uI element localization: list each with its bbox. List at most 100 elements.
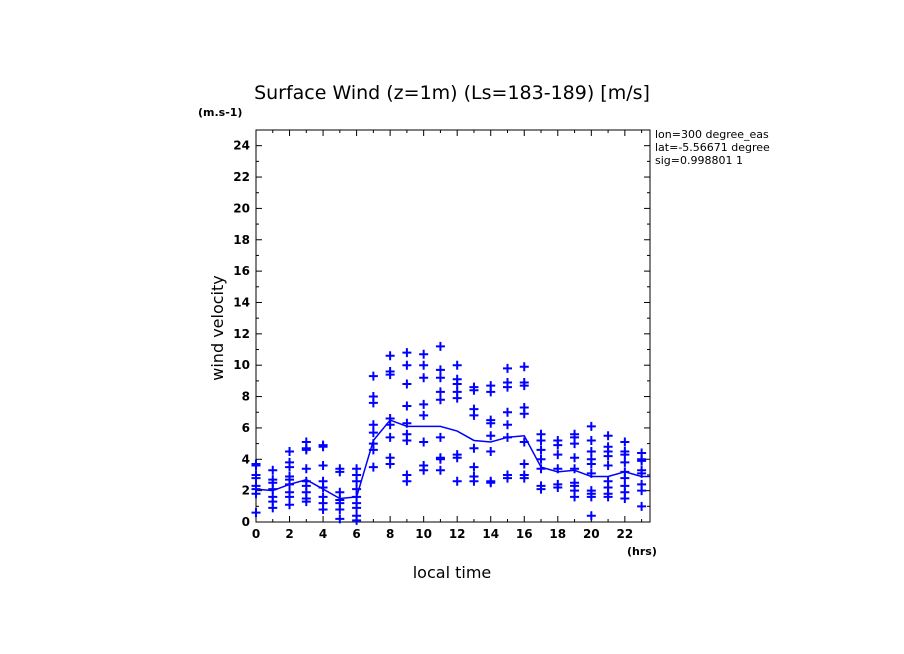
data-point [486, 418, 496, 428]
data-point [586, 492, 596, 502]
x-tick-label: 22 [616, 527, 633, 541]
data-point [402, 348, 412, 358]
data-point [251, 473, 261, 483]
data-point [469, 385, 479, 395]
data-point [352, 484, 362, 494]
data-point [536, 435, 546, 445]
y-tick-label: 8 [242, 390, 250, 404]
info-line: lon=300 degree_eas [655, 128, 769, 141]
data-point [419, 399, 429, 409]
data-point [637, 486, 647, 496]
data-point [570, 464, 580, 474]
data-point [335, 504, 345, 514]
data-point [435, 387, 445, 397]
plot-frame [255, 129, 651, 523]
data-point [469, 410, 479, 420]
data-point [586, 511, 596, 521]
data-point [402, 360, 412, 370]
data-point [251, 489, 261, 499]
x-tick-label: 16 [516, 527, 533, 541]
data-point [301, 497, 311, 507]
data-point [502, 407, 512, 417]
data-point [419, 360, 429, 370]
data-point [553, 440, 563, 450]
data-point [352, 476, 362, 486]
data-point [435, 373, 445, 383]
data-point [637, 501, 647, 511]
y-tick-label: 12 [233, 327, 250, 341]
data-point [268, 503, 278, 513]
data-point [285, 462, 295, 472]
data-point [385, 370, 395, 380]
data-point [352, 515, 362, 525]
data-point [486, 387, 496, 397]
info-line: lat=-5.56671 degree [655, 141, 770, 154]
x-tick-label: 6 [352, 527, 360, 541]
data-point [637, 456, 647, 466]
data-point [536, 445, 546, 455]
data-point [318, 442, 328, 452]
data-point [502, 473, 512, 483]
data-point [285, 479, 295, 489]
data-point [419, 373, 429, 383]
data-point [536, 464, 546, 474]
data-point [452, 379, 462, 389]
data-point [368, 371, 378, 381]
data-point [368, 462, 378, 472]
data-point [502, 420, 512, 430]
data-point [368, 445, 378, 455]
y-tick-label: 0 [242, 515, 250, 529]
y-tick-label: 16 [233, 264, 250, 278]
data-point [553, 450, 563, 460]
data-point [385, 420, 395, 430]
data-point [519, 381, 529, 391]
data-point [285, 446, 295, 456]
data-point [620, 493, 630, 503]
data-point [486, 446, 496, 456]
data-point [586, 468, 596, 478]
data-point [469, 462, 479, 472]
data-point [452, 453, 462, 463]
data-point [553, 483, 563, 493]
data-point [486, 431, 496, 441]
data-point [419, 349, 429, 359]
chart-title: Surface Wind (z=1m) (Ls=183-189) [m/s] [254, 82, 650, 104]
x-tick-label: 12 [449, 527, 466, 541]
data-point [603, 461, 613, 471]
data-point [435, 395, 445, 405]
x-tick-label: 8 [386, 527, 394, 541]
data-point [502, 432, 512, 442]
data-point [452, 360, 462, 370]
y-tick-label: 20 [233, 201, 250, 215]
data-point [435, 454, 445, 464]
y-tick-label: 2 [242, 484, 250, 498]
data-point [536, 454, 546, 464]
data-point [385, 432, 395, 442]
data-point [486, 478, 496, 488]
data-point [318, 483, 328, 493]
data-point [402, 379, 412, 389]
data-points [251, 341, 650, 525]
x-tick-label: 18 [549, 527, 566, 541]
data-point [285, 492, 295, 502]
data-point [469, 476, 479, 486]
x-tick-label: 0 [252, 527, 260, 541]
data-point [318, 461, 328, 471]
data-point [335, 487, 345, 497]
data-point [603, 431, 613, 441]
data-point [620, 450, 630, 460]
y-tick-label: 6 [242, 421, 250, 435]
data-point [402, 418, 412, 428]
data-point [368, 420, 378, 430]
data-point [435, 365, 445, 375]
data-point [519, 409, 529, 419]
data-point [519, 362, 529, 372]
data-point [502, 363, 512, 373]
data-point [419, 410, 429, 420]
data-point [268, 465, 278, 475]
data-point [301, 445, 311, 455]
data-point [301, 464, 311, 474]
data-point [402, 435, 412, 445]
